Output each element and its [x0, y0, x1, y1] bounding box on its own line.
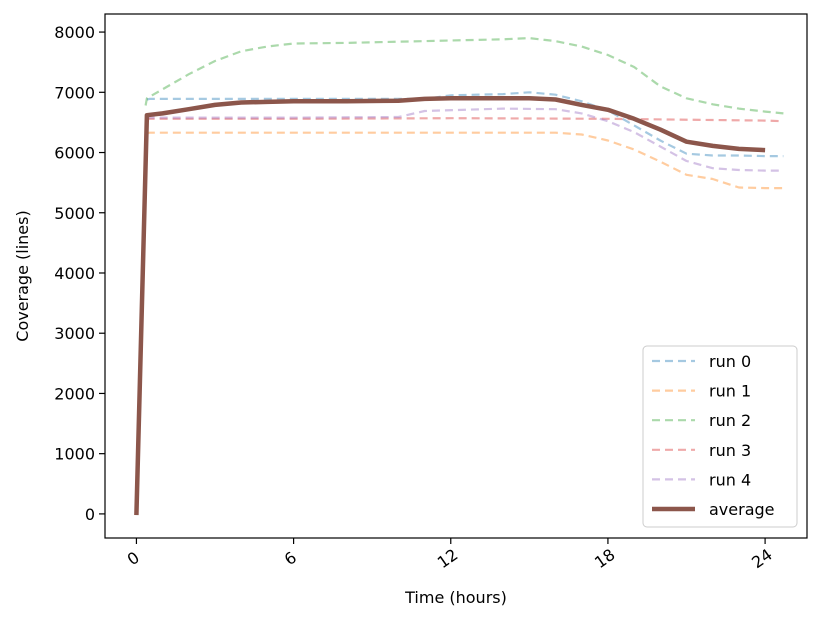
y-tick-label: 4000 — [54, 264, 95, 283]
y-tick-label: 7000 — [54, 83, 95, 102]
y-tick-label: 0 — [85, 505, 95, 524]
y-tick-label: 2000 — [54, 384, 95, 403]
series-line-run-3 — [146, 117, 784, 123]
legend-label: average — [709, 500, 775, 519]
y-tick-label: 1000 — [54, 445, 95, 464]
legend-box — [642, 345, 798, 528]
x-tick-label: 0 — [124, 548, 143, 569]
legend-label: run 2 — [709, 411, 751, 430]
y-tick-label: 6000 — [54, 144, 95, 163]
x-tick-label: 18 — [591, 545, 619, 572]
legend-label: run 3 — [709, 441, 751, 460]
y-tick-label: 3000 — [54, 324, 95, 343]
x-tick-label: 24 — [748, 545, 776, 572]
x-tick-label: 6 — [281, 548, 300, 569]
series-line-run-1 — [146, 131, 784, 190]
x-axis-label: Time (hours) — [404, 588, 507, 607]
legend-label: run 0 — [709, 352, 751, 371]
series-line-average — [134, 96, 766, 516]
legend: run 0 run 1 run 2 run 3 run 4 average — [642, 345, 798, 528]
legend-label: run 4 — [709, 470, 751, 489]
y-axis-label: Coverage (lines) — [13, 210, 32, 341]
legend-label: run 1 — [709, 382, 751, 401]
x-axis: 0 6 12 18 24 — [124, 538, 776, 572]
y-tick-label: 8000 — [54, 23, 95, 42]
series-line-run-4 — [146, 107, 784, 172]
series-layer — [134, 36, 784, 516]
y-tick-label: 5000 — [54, 204, 95, 223]
y-axis: 0 1000 2000 3000 4000 5000 6000 7000 8000 — [54, 23, 105, 524]
plot-frame — [104, 13, 808, 539]
x-tick-label: 12 — [434, 545, 462, 572]
series-line-run-0 — [146, 91, 784, 158]
